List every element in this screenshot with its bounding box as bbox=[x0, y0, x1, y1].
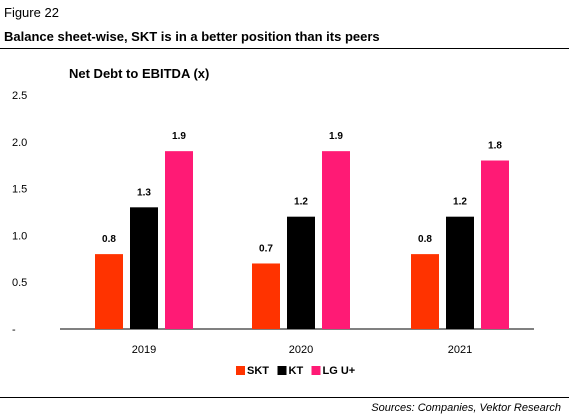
legend-swatch bbox=[311, 366, 321, 375]
data-label: 1.2 bbox=[294, 197, 308, 208]
y-tick-label: 1.0 bbox=[12, 230, 27, 242]
y-tick-label: 2.0 bbox=[12, 137, 27, 149]
y-tick-label: 0.5 bbox=[12, 277, 27, 289]
y-tick-label: - bbox=[12, 324, 16, 336]
chart-headline: Balance sheet-wise, SKT is in a better p… bbox=[4, 29, 380, 44]
x-tick-label: 2019 bbox=[132, 344, 156, 356]
data-label: 0.8 bbox=[418, 234, 432, 245]
data-label: 0.7 bbox=[259, 243, 273, 254]
bar-skt-2020 bbox=[252, 263, 280, 329]
legend-swatch bbox=[277, 366, 287, 375]
top-divider bbox=[0, 48, 569, 49]
y-axis-ticks: 2.5 2.0 1.5 1.0 0.5 - bbox=[12, 90, 27, 336]
bottom-divider bbox=[0, 397, 569, 398]
x-tick-label: 2021 bbox=[448, 344, 472, 356]
legend-swatch bbox=[236, 366, 245, 375]
legend-label: SKT bbox=[247, 365, 269, 377]
x-axis-ticks: 2019 2020 2021 bbox=[132, 344, 472, 356]
bar-kt-2019 bbox=[130, 207, 158, 329]
bar-kt-2020 bbox=[287, 216, 315, 329]
data-label: 1.8 bbox=[488, 141, 502, 152]
bar-skt-2019 bbox=[95, 254, 123, 329]
bar-lg-u--2019 bbox=[165, 151, 193, 329]
x-tick-label: 2020 bbox=[289, 344, 313, 356]
bar-chart: Net Debt to EBITDA (x) 2.52.01.51.00.5- … bbox=[12, 66, 534, 377]
legend-label: KT bbox=[289, 365, 304, 377]
bar-lg-u--2020 bbox=[322, 151, 350, 329]
y-tick-label: 2.5 bbox=[12, 90, 27, 102]
bar-series: 0.8 1.3 1.9 0.7 1.2 1.9 0.8 1.2 1.8 bbox=[95, 131, 509, 329]
data-label: 1.3 bbox=[137, 187, 151, 198]
data-label: 1.9 bbox=[329, 131, 343, 142]
bar-kt-2021 bbox=[446, 216, 474, 329]
source-note: Sources: Companies, Vektor Research bbox=[371, 402, 561, 414]
data-label: 1.9 bbox=[172, 131, 186, 142]
legend: SKT KT LG U+ bbox=[236, 365, 355, 377]
bar-skt-2021 bbox=[411, 254, 439, 329]
bar-lg-u--2021 bbox=[481, 160, 509, 329]
legend-label: LG U+ bbox=[323, 365, 356, 377]
chart-title: Net Debt to EBITDA (x) bbox=[69, 66, 209, 81]
y-tick-label: 1.5 bbox=[12, 184, 27, 196]
figure-label: Figure 22 bbox=[4, 5, 59, 20]
data-label: 0.8 bbox=[102, 234, 116, 245]
data-label: 1.2 bbox=[453, 197, 467, 208]
